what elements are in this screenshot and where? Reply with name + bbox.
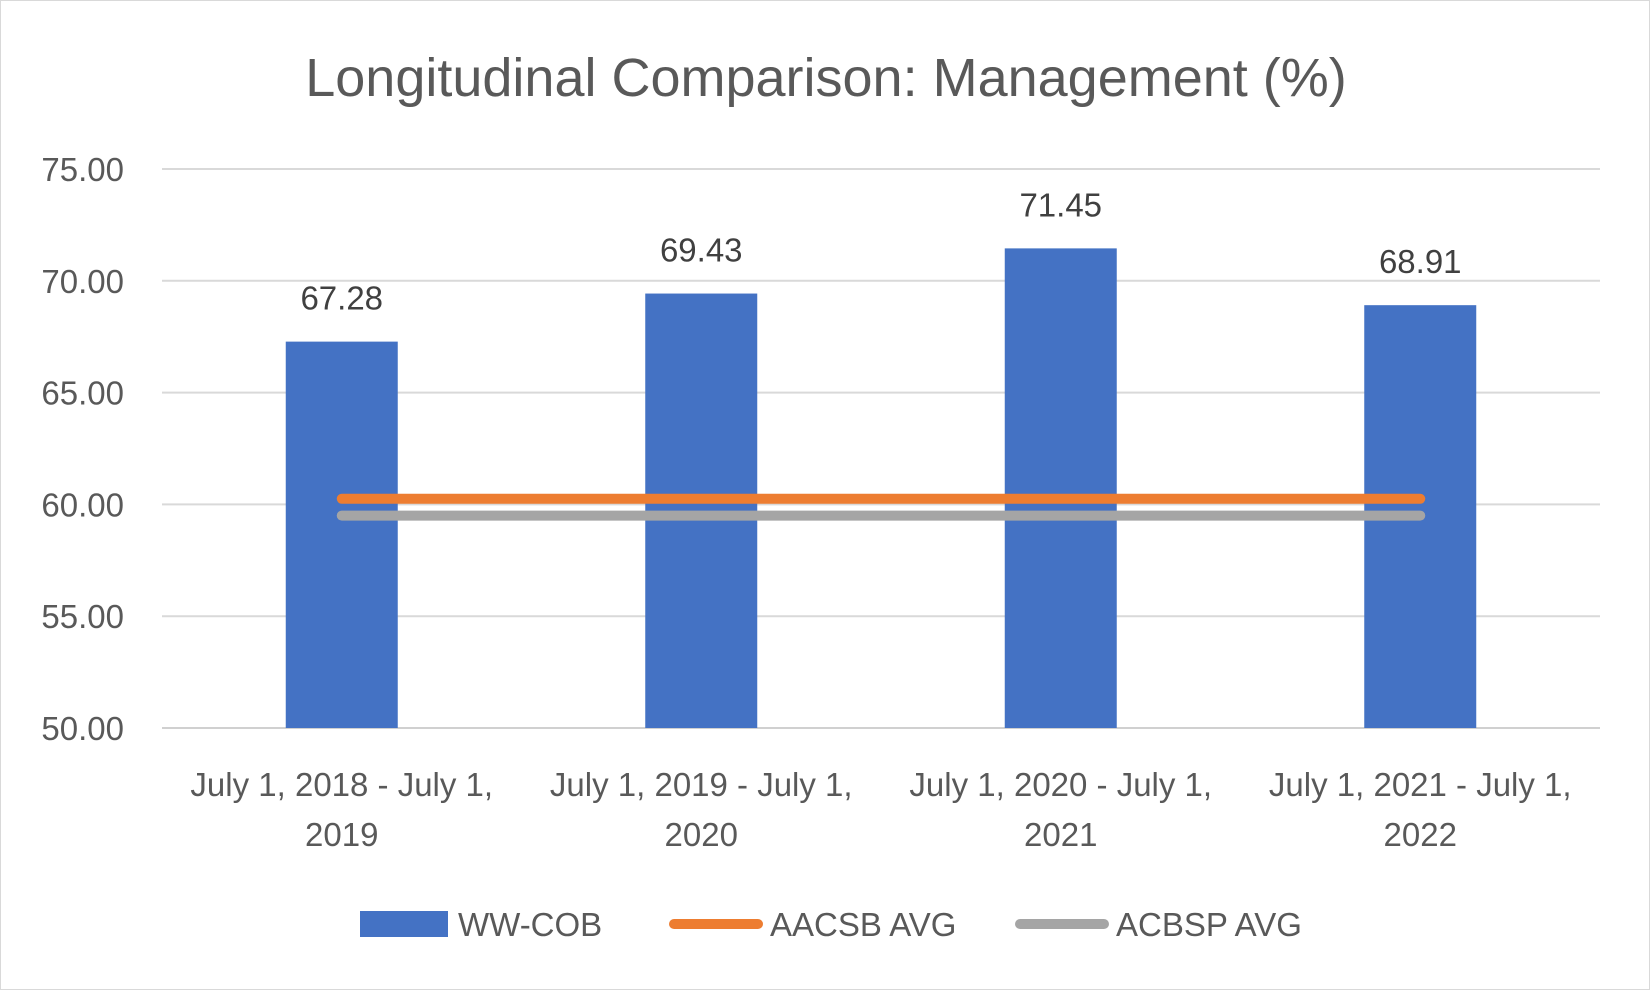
y-tick-label: 60.00 — [41, 486, 124, 523]
legend-swatch-bar — [360, 911, 448, 937]
y-axis-ticks: 75.00 70.00 65.00 60.00 55.00 50.00 — [41, 151, 124, 747]
bar-series — [285, 248, 1477, 729]
y-tick-label: 70.00 — [41, 263, 124, 300]
x-category-label: 2020 — [665, 816, 738, 853]
x-category-label: July 1, 2021 - July 1, — [1269, 766, 1572, 803]
x-category-label: 2021 — [1024, 816, 1097, 853]
gridlines — [162, 168, 1600, 729]
legend-label: ACBSP AVG — [1116, 906, 1302, 943]
y-tick-label: 55.00 — [41, 598, 124, 635]
bar-ww-cob — [1004, 248, 1117, 729]
x-category-label: July 1, 2020 - July 1, — [909, 766, 1212, 803]
legend-label: WW-COB — [458, 906, 602, 943]
x-category-label: July 1, 2018 - July 1, — [190, 766, 493, 803]
x-axis-categories: July 1, 2018 - July 1, 2019 July 1, 2019 -… — [190, 766, 1571, 853]
data-label: 67.28 — [300, 280, 383, 317]
y-tick-label: 75.00 — [41, 151, 124, 188]
y-tick-label: 50.00 — [41, 710, 124, 747]
data-label: 69.43 — [660, 232, 743, 269]
data-label: 68.91 — [1379, 243, 1462, 280]
x-category-label: July 1, 2019 - July 1, — [550, 766, 853, 803]
legend-label: AACSB AVG — [770, 906, 956, 943]
line-series — [336, 493, 1426, 521]
x-category-label: 2022 — [1384, 816, 1457, 853]
chart-title: Longitudinal Comparison: Management (%) — [305, 48, 1347, 108]
data-labels: 67.28 69.43 71.45 68.91 — [300, 186, 1461, 316]
y-tick-label: 65.00 — [41, 375, 124, 412]
x-category-label: 2019 — [305, 816, 378, 853]
data-label: 71.45 — [1019, 186, 1102, 223]
legend: WW-COB AACSB AVG ACBSP AVG — [360, 906, 1302, 943]
bar-ww-cob — [285, 341, 398, 728]
